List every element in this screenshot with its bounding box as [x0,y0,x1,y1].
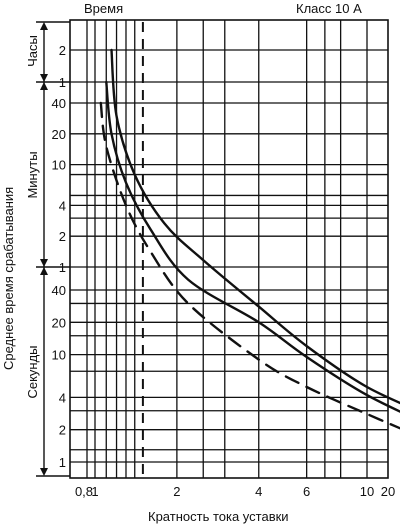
arrowhead [40,468,48,476]
x-tick-label: 0,8 [75,484,93,499]
y-tick-label: 1 [59,455,66,470]
top-left-label: Время [84,1,123,16]
y-tick-label: 10 [52,348,66,363]
x-tick-label: 2 [173,484,180,499]
curve-2 [105,80,400,413]
y-tick-label: 2 [59,423,66,438]
y-tick-label: 20 [52,127,66,142]
unit-group-label: Часы [25,35,40,67]
curve-1 [110,48,400,405]
arrowhead [40,74,48,82]
y-tick-label: 20 [52,315,66,330]
arrowhead [40,22,48,30]
plot-frame [69,19,389,479]
unit-group-label: Секунды [25,345,40,398]
x-tick-label: 20 [381,484,395,499]
y-tick-label: 2 [59,229,66,244]
y-tick-label: 4 [59,198,66,213]
y-tick-label: 10 [52,158,66,173]
x-axis-label: Кратность тока уставки [148,509,289,524]
y-tick-label: 40 [52,283,66,298]
x-tick-label: 10 [360,484,374,499]
curves: 123 [99,48,400,430]
y-tick-label: 1 [59,75,66,90]
x-tick-label: 6 [303,484,310,499]
y-tick-label: 2 [59,43,66,58]
chart-title: Класс 10 А [296,1,362,16]
arrowhead [40,259,48,267]
y-axis-unit-scale: Часы Минуты Секунды [25,21,70,477]
unit-group-label: Минуты [25,151,40,198]
x-tick-label: 4 [255,484,262,499]
arrowhead [40,267,48,275]
y-tick-label: 40 [52,96,66,111]
y-tick-label: 1 [59,260,66,275]
grid-layer [69,19,389,479]
y-axis-label: Среднее время срабатывания [1,187,16,370]
x-tick-label: 1 [91,484,98,499]
arrowhead [40,82,48,90]
curve-3 [99,101,400,430]
y-tick-label: 4 [59,390,66,405]
